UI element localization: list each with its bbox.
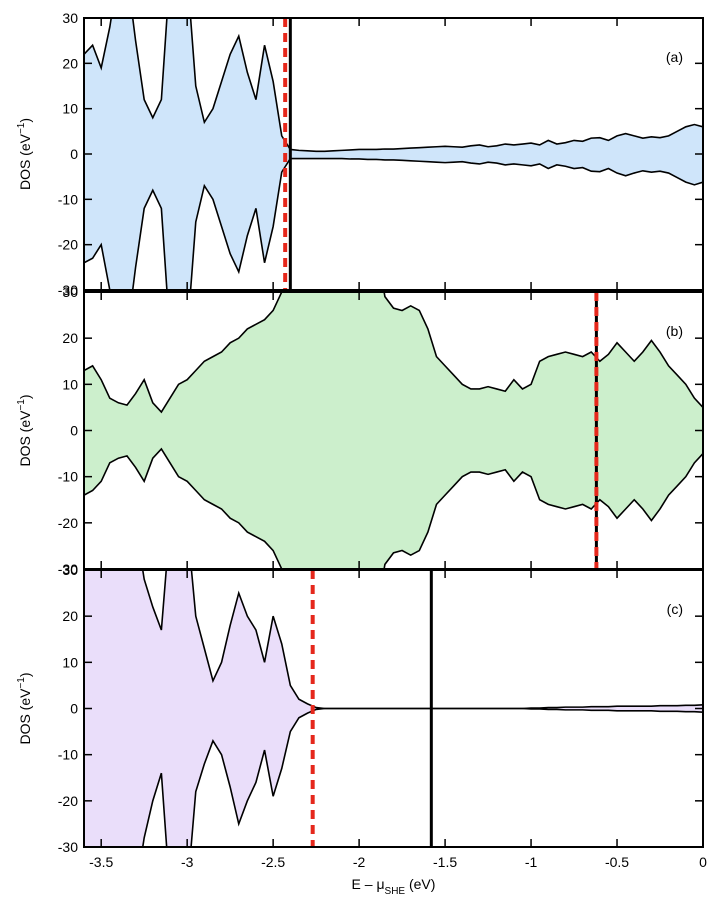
dos-line [141,707,703,847]
y-label-sup: −1 [16,399,27,411]
x-axis-label: E – μSHE (eV) [352,876,436,897]
x-tick-label: -1 [525,854,538,870]
y-tick-label: -30 [58,282,78,298]
y-tick-label: -20 [58,793,78,809]
plot-area [84,18,703,290]
area-fill [84,708,703,847]
y-tick-label: 30 [62,284,78,300]
y-tick-label: -20 [58,237,78,253]
panel-label: (b) [666,323,683,339]
y-label-tail: ) [17,672,33,677]
y-label-sup: −1 [16,677,27,689]
y-tick-label: 20 [62,330,78,346]
y-tick-label: 10 [62,376,78,392]
area-fill [84,430,703,569]
x-tick-label: -2 [353,854,366,870]
area-fill [84,18,703,154]
y-tick-label: -20 [58,515,78,531]
panel-label: (c) [667,601,683,617]
area-fill [84,154,703,290]
x-tick-label: -3 [181,854,194,870]
x-label-tail: (eV) [405,876,435,892]
x-tick-label: -0.5 [605,854,629,870]
y-tick-label: -10 [58,747,78,763]
y-tick-label: 30 [62,10,78,26]
y-tick-label: 10 [62,101,78,117]
y-tick-label: -30 [58,561,78,577]
area-fill [84,292,703,431]
plot-area [84,570,703,847]
dos-line [84,292,703,414]
y-label-tail: ) [17,394,33,399]
x-tick-label: -3.5 [89,854,113,870]
y-tick-label: -10 [58,469,78,485]
y-tick-label: 30 [62,562,78,578]
y-axis-label: DOS (eV−1) [16,394,33,466]
x-tick-label: -1.5 [433,854,457,870]
y-label-tail: ) [17,118,33,123]
x-label-sub: SHE [385,886,406,897]
y-tick-label: 20 [62,608,78,624]
y-tick-label: 20 [62,55,78,71]
area-fill [84,570,703,709]
y-tick-label: 0 [70,701,78,717]
x-tick-label: -2.5 [261,854,285,870]
y-axis-label: DOS (eV−1) [16,672,33,744]
panel-label: (a) [666,49,683,65]
dos-line [84,447,703,569]
y-tick-label: 0 [70,423,78,439]
dos-line [84,157,703,290]
y-label-text: DOS (eV [17,133,33,190]
dos-line [84,18,703,153]
y-tick-label: -30 [58,839,78,855]
plot-area [84,292,703,569]
x-tick-label: 0 [699,854,707,870]
y-axis-label: DOS (eV−1) [16,118,33,190]
y-tick-label: 0 [70,146,78,162]
y-label-sup: −1 [16,122,27,134]
x-label-text: E – μ [352,876,385,892]
y-label-text: DOS (eV [17,688,33,745]
y-label-text: DOS (eV [17,410,33,467]
y-tick-label: 10 [62,654,78,670]
y-tick-label: -10 [58,191,78,207]
